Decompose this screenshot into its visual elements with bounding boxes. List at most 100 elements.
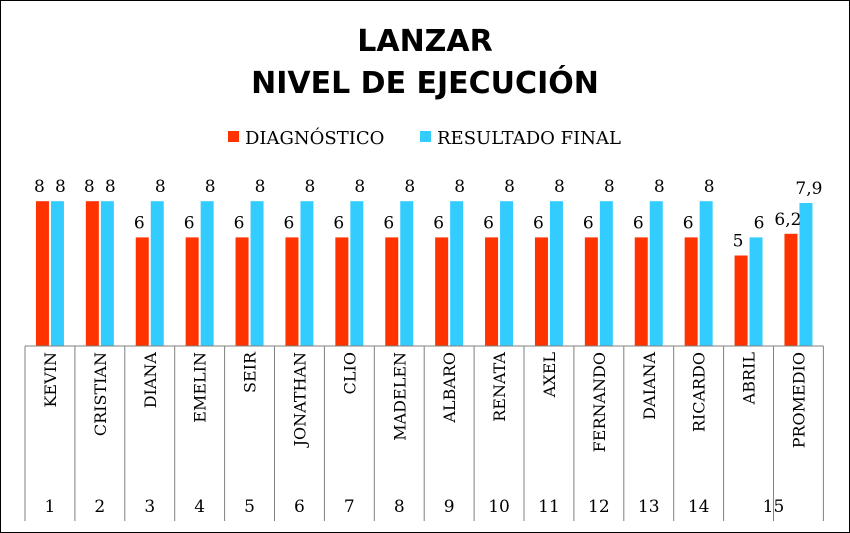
data-label-diagnostico-kevin: 8 (34, 177, 45, 197)
category-label-seir: SEIR (241, 351, 260, 393)
bar-diagnostico-fernando (584, 237, 598, 346)
bar-resultado-final-kevin (50, 201, 64, 346)
bar-diagnostico-emelin (185, 237, 199, 346)
bar-resultado-final-diana (150, 201, 164, 346)
row-number-10: 10 (488, 497, 510, 517)
legend-label-resultado-final: RESULTADO FINAL (437, 128, 621, 149)
bar-resultado-final-abril (749, 237, 763, 346)
category-label-madelen: MADELEN (390, 352, 409, 441)
row-number-2: 2 (94, 497, 105, 517)
category-label-axel: AXEL (540, 352, 559, 399)
bar-resultado-final-cristian (100, 201, 114, 346)
row-number-6: 6 (294, 497, 305, 517)
data-label-diagnostico-axel: 6 (533, 213, 544, 233)
category-label-cristian: CRISTIAN (91, 352, 110, 436)
row-number-15: 15 (763, 497, 785, 517)
bar-resultado-final-jonathan (300, 201, 314, 346)
category-label-promedio: PROMEDIO (789, 352, 808, 448)
row-number-8: 8 (394, 497, 405, 517)
bar-resultado-final-fernando (599, 201, 613, 346)
bar-diagnostico-daiana (634, 237, 648, 346)
row-number-5: 5 (244, 497, 255, 517)
data-label-resultado-final-clio: 8 (354, 177, 365, 197)
data-label-diagnostico-ricardo: 6 (683, 213, 694, 233)
row-number-1: 1 (45, 497, 56, 517)
data-label-diagnostico-jonathan: 6 (284, 213, 295, 233)
bar-diagnostico-axel (534, 237, 548, 346)
category-label-ricardo: RICARDO (690, 352, 709, 432)
bar-resultado-final-promedio (799, 203, 813, 346)
category-label-renata: RENATA (490, 352, 509, 422)
data-label-diagnostico-emelin: 6 (184, 213, 195, 233)
data-label-diagnostico-madelen: 6 (383, 213, 394, 233)
row-number-13: 13 (638, 497, 660, 517)
legend: DIAGNÓSTICO RESULTADO FINAL (228, 126, 621, 149)
bar-diagnostico-renata (485, 237, 499, 346)
data-label-diagnostico-cristian: 8 (84, 177, 95, 197)
bar-resultado-final-daiana (649, 201, 663, 346)
chart-title-line-2: NIVEL DE EJECUCIÓN (251, 64, 599, 101)
data-label-diagnostico-clio: 6 (333, 213, 344, 233)
row-number-11: 11 (538, 497, 560, 517)
legend-swatch-resultado-final (420, 131, 431, 142)
data-label-resultado-final-ricardo: 8 (704, 177, 715, 197)
data-label-resultado-final-albaro: 8 (454, 177, 465, 197)
row-number-14: 14 (688, 497, 710, 517)
bar-resultado-final-axel (549, 201, 563, 346)
data-label-resultado-final-axel: 8 (554, 177, 565, 197)
data-label-diagnostico-diana: 6 (134, 213, 145, 233)
data-label-resultado-final-jonathan: 8 (305, 177, 316, 197)
legend-label-diagnostico: DIAGNÓSTICO (245, 126, 384, 149)
bar-diagnostico-promedio (784, 233, 798, 346)
data-label-diagnostico-promedio: 6,2 (774, 210, 801, 230)
data-label-diagnostico-albaro: 6 (433, 213, 444, 233)
row-number-3: 3 (144, 497, 155, 517)
bar-resultado-final-renata (500, 201, 514, 346)
data-label-diagnostico-fernando: 6 (583, 213, 594, 233)
bar-diagnostico-diana (135, 237, 149, 346)
data-label-resultado-final-emelin: 8 (205, 177, 216, 197)
data-label-diagnostico-daiana: 6 (633, 213, 644, 233)
category-label-emelin: EMELIN (191, 352, 210, 423)
bar-resultado-final-clio (350, 201, 364, 346)
data-label-resultado-final-abril: 6 (754, 213, 765, 233)
bar-resultado-final-ricardo (699, 201, 713, 346)
bar-resultado-final-madelen (400, 201, 414, 346)
bar-resultado-final-albaro (450, 201, 464, 346)
bar-diagnostico-albaro (435, 237, 449, 346)
category-label-daiana: DAIANA (640, 352, 659, 420)
category-label-jonathan: JONATHAN (290, 352, 309, 448)
data-label-resultado-final-renata: 8 (504, 177, 515, 197)
bar-diagnostico-jonathan (285, 237, 299, 346)
chart-title-line-1: LANZAR (357, 24, 493, 59)
row-number-12: 12 (588, 497, 610, 517)
category-table: KEVIN 1 CRISTIAN 2 DIANA 3 EMELIN 4 SEIR 5 JONATHA… (24, 345, 824, 521)
data-label-resultado-final-kevin: 8 (55, 177, 66, 197)
data-label-resultado-final-cristian: 8 (105, 177, 116, 197)
category-label-clio: CLIO (340, 352, 359, 394)
bar-resultado-final-emelin (200, 201, 214, 346)
row-number-4: 4 (194, 497, 205, 517)
category-label-abril: ABRIL (740, 352, 759, 406)
row-number-9: 9 (444, 497, 455, 517)
legend-swatch-diagnostico (228, 131, 239, 142)
bar-diagnostico-madelen (385, 237, 399, 346)
bar-diagnostico-ricardo (684, 237, 698, 346)
data-label-resultado-final-seir: 8 (255, 177, 266, 197)
bar-diagnostico-kevin (35, 201, 49, 346)
category-label-diana: DIANA (141, 352, 160, 409)
bar-diagnostico-clio (335, 237, 349, 346)
data-label-diagnostico-abril: 5 (733, 232, 744, 252)
data-label-resultado-final-promedio: 7,9 (795, 179, 822, 199)
data-label-resultado-final-madelen: 8 (404, 177, 415, 197)
bar-resultado-final-seir (250, 201, 264, 346)
data-label-diagnostico-renata: 6 (483, 213, 494, 233)
category-label-kevin: KEVIN (41, 352, 60, 408)
bar-diagnostico-cristian (85, 201, 99, 346)
category-label-albaro: ALBARO (440, 352, 459, 424)
row-number-7: 7 (344, 497, 355, 517)
category-label-fernando: FERNANDO (590, 352, 609, 452)
bar-diagnostico-abril (734, 255, 748, 346)
